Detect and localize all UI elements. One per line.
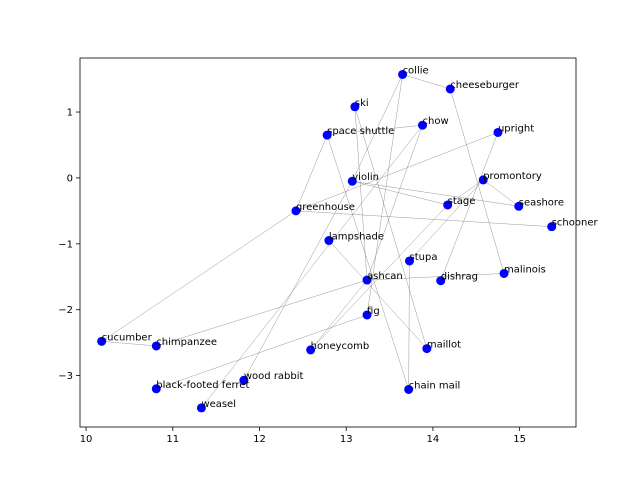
point-label: chain mail — [409, 380, 461, 391]
edge-line — [101, 341, 157, 347]
point-label: weasel — [201, 399, 236, 410]
x-tick-label: 14 — [427, 434, 440, 445]
y-tick-label: 0 — [67, 173, 73, 184]
data-point — [324, 236, 334, 246]
point-label: ski — [355, 98, 369, 109]
data-point — [499, 268, 509, 278]
data-point — [151, 384, 161, 394]
edge-line — [295, 132, 499, 212]
edge-line — [352, 180, 448, 206]
edge-line — [310, 204, 448, 351]
data-point — [418, 120, 428, 130]
edge-line — [352, 180, 519, 207]
data-point — [478, 175, 488, 185]
point-label: ashcan — [367, 271, 403, 282]
point-label: lampshade — [329, 232, 384, 243]
data-point — [398, 69, 408, 79]
edge-line — [367, 273, 505, 281]
point-label: seashore — [519, 197, 564, 208]
edge-line — [156, 314, 368, 390]
point-label: wood rabbit — [244, 371, 304, 382]
point-label: malinois — [504, 264, 546, 275]
x-tick-label: 11 — [166, 434, 179, 445]
x-tick-label: 13 — [340, 434, 353, 445]
point-label: chow — [423, 116, 449, 127]
data-point — [362, 310, 372, 320]
point-label: schooner — [552, 218, 599, 229]
data-point — [97, 336, 107, 346]
point-label: stupa — [410, 252, 438, 263]
edge-line — [450, 88, 505, 274]
data-point — [196, 403, 206, 413]
point-label: collie — [403, 65, 429, 76]
edge-line — [366, 125, 423, 281]
edge-line — [156, 279, 368, 347]
point-labels-layer: collie cheeseburger ski chow upright space sh… — [102, 65, 599, 409]
axes-frame — [79, 57, 577, 428]
points-layer — [97, 69, 557, 413]
y-tick-label: −2 — [58, 305, 73, 316]
edge-line — [326, 135, 409, 390]
edge-line — [243, 181, 353, 381]
y-tick-label: −3 — [58, 371, 73, 382]
data-point — [291, 206, 301, 216]
point-label: fig — [367, 306, 380, 317]
ticks-layer: 10 11 12 13 14 15 −3 −2 −1 0 1 — [58, 108, 526, 445]
y-tick-label: 1 — [67, 108, 73, 119]
data-point — [422, 344, 432, 354]
edge-line — [354, 106, 428, 349]
point-label: stage — [448, 196, 476, 207]
data-point — [322, 130, 332, 140]
edge-line — [402, 74, 451, 90]
x-tick-label: 15 — [513, 434, 526, 445]
edge-line — [327, 124, 423, 136]
data-point — [350, 102, 360, 112]
point-label: maillot — [427, 340, 461, 351]
data-point — [362, 275, 372, 285]
edge-line — [483, 179, 519, 207]
point-label: chimpanzee — [156, 337, 217, 348]
point-label: violin — [352, 172, 379, 183]
y-tick-label: −1 — [58, 239, 73, 250]
edge-line — [101, 210, 297, 342]
point-label: greenhouse — [296, 202, 355, 213]
point-label: cheeseburger — [450, 80, 520, 91]
point-label: dishrag — [441, 272, 478, 283]
point-label: black-footed ferret — [156, 380, 249, 391]
edge-line — [201, 125, 423, 409]
edge-line — [447, 179, 484, 206]
edge-line — [409, 179, 484, 262]
data-point — [493, 127, 503, 137]
edge-line — [440, 132, 499, 281]
data-point — [445, 84, 455, 94]
point-label: space shuttle — [327, 126, 394, 137]
data-point — [547, 222, 557, 232]
data-point — [151, 341, 161, 351]
point-label: honeycomb — [311, 341, 370, 352]
x-tick-label: 10 — [80, 434, 93, 445]
edge-line — [295, 134, 328, 211]
edge-line — [354, 106, 368, 281]
data-point — [404, 384, 414, 394]
data-point — [443, 200, 453, 210]
edge-line — [352, 74, 403, 182]
edges-layer — [101, 74, 552, 409]
x-tick-label: 12 — [253, 434, 266, 445]
edge-line — [328, 240, 428, 349]
point-label: promontory — [483, 171, 542, 182]
data-point — [436, 276, 446, 286]
data-point — [306, 345, 316, 355]
data-point — [405, 256, 415, 266]
edge-line — [408, 260, 410, 390]
data-point — [347, 176, 357, 186]
data-point — [514, 201, 524, 211]
edge-line — [310, 279, 368, 351]
point-label: cucumber — [102, 332, 153, 343]
data-point — [239, 375, 249, 385]
point-label: upright — [498, 123, 534, 134]
edge-line — [366, 74, 403, 316]
edge-line — [295, 210, 552, 227]
